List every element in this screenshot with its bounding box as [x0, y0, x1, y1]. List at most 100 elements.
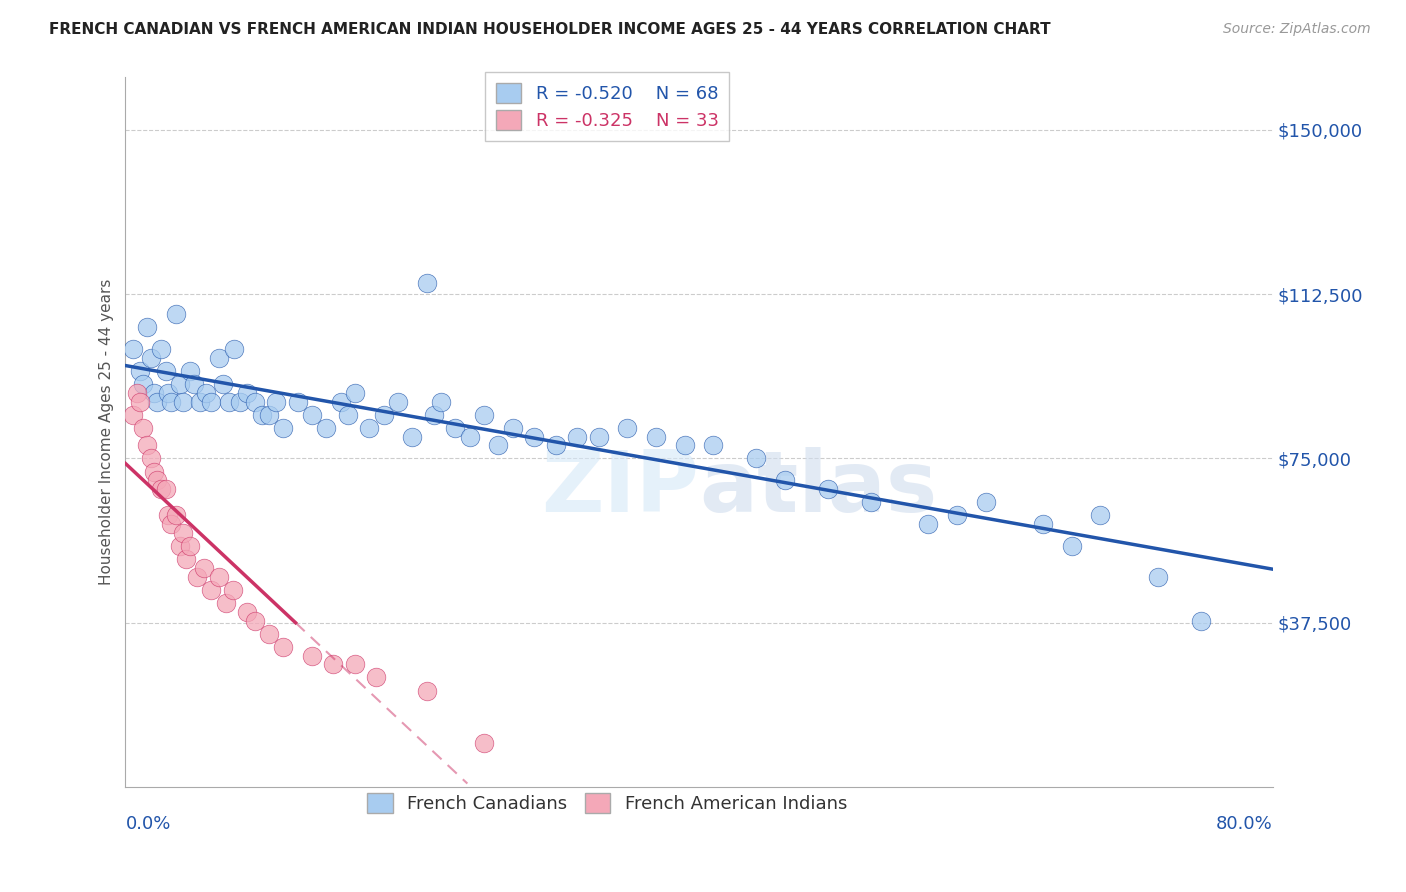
Y-axis label: Householder Income Ages 25 - 44 years: Householder Income Ages 25 - 44 years — [100, 279, 114, 585]
Point — [974, 495, 997, 509]
Point — [229, 394, 252, 409]
Point — [322, 657, 344, 672]
Point — [160, 394, 183, 409]
Point — [343, 657, 366, 672]
Text: 80.0%: 80.0% — [1216, 815, 1272, 833]
Point — [188, 394, 211, 409]
Point — [165, 307, 187, 321]
Point — [121, 408, 143, 422]
Point — [264, 394, 287, 409]
Point — [523, 429, 546, 443]
Point — [860, 495, 883, 509]
Point — [702, 438, 724, 452]
Point — [271, 640, 294, 654]
Point — [502, 421, 524, 435]
Point — [150, 482, 173, 496]
Point — [155, 364, 177, 378]
Point — [136, 320, 159, 334]
Point — [186, 570, 208, 584]
Point — [1032, 517, 1054, 532]
Point — [415, 683, 437, 698]
Point — [193, 561, 215, 575]
Point — [157, 385, 180, 400]
Point — [544, 438, 567, 452]
Point — [387, 394, 409, 409]
Point — [200, 394, 222, 409]
Point — [179, 364, 201, 378]
Point — [817, 482, 839, 496]
Point — [183, 377, 205, 392]
Text: Source: ZipAtlas.com: Source: ZipAtlas.com — [1223, 22, 1371, 37]
Point — [174, 552, 197, 566]
Point — [946, 508, 969, 523]
Point — [422, 408, 444, 422]
Point — [1146, 570, 1168, 584]
Point — [588, 429, 610, 443]
Point — [250, 408, 273, 422]
Text: atlas: atlas — [699, 448, 938, 531]
Point — [430, 394, 453, 409]
Point — [121, 342, 143, 356]
Text: ZIP: ZIP — [541, 448, 699, 531]
Point — [218, 394, 240, 409]
Point — [143, 465, 166, 479]
Point — [155, 482, 177, 496]
Point — [366, 670, 388, 684]
Point — [336, 408, 359, 422]
Point — [745, 451, 768, 466]
Point — [224, 342, 246, 356]
Point — [616, 421, 638, 435]
Point — [131, 377, 153, 392]
Point — [200, 582, 222, 597]
Point — [301, 648, 323, 663]
Point — [157, 508, 180, 523]
Point — [141, 351, 163, 365]
Point — [458, 429, 481, 443]
Point — [165, 508, 187, 523]
Point — [673, 438, 696, 452]
Point — [271, 421, 294, 435]
Point — [401, 429, 423, 443]
Point — [415, 277, 437, 291]
Point — [172, 525, 194, 540]
Point — [257, 626, 280, 640]
Point — [212, 377, 235, 392]
Point — [359, 421, 381, 435]
Point — [136, 438, 159, 452]
Point — [315, 421, 337, 435]
Point — [179, 539, 201, 553]
Point — [143, 385, 166, 400]
Point — [208, 570, 231, 584]
Point — [917, 517, 939, 532]
Point — [128, 394, 150, 409]
Point — [172, 394, 194, 409]
Point — [1189, 614, 1212, 628]
Point — [125, 385, 148, 400]
Point — [287, 394, 309, 409]
Point — [141, 451, 163, 466]
Point — [128, 364, 150, 378]
Point — [257, 408, 280, 422]
Point — [236, 385, 259, 400]
Point — [343, 385, 366, 400]
Point — [329, 394, 352, 409]
Point — [486, 438, 509, 452]
Point — [208, 351, 231, 365]
Point — [243, 614, 266, 628]
Point — [472, 736, 495, 750]
Point — [773, 474, 796, 488]
Point — [565, 429, 588, 443]
Point — [160, 517, 183, 532]
Point — [169, 377, 191, 392]
Point — [236, 605, 259, 619]
Legend: French Canadians, French American Indians: French Canadians, French American Indian… — [360, 786, 855, 821]
Point — [194, 385, 217, 400]
Point — [222, 582, 245, 597]
Point — [131, 421, 153, 435]
Point — [301, 408, 323, 422]
Point — [243, 394, 266, 409]
Point — [169, 539, 191, 553]
Point — [1060, 539, 1083, 553]
Point — [472, 408, 495, 422]
Point — [1090, 508, 1112, 523]
